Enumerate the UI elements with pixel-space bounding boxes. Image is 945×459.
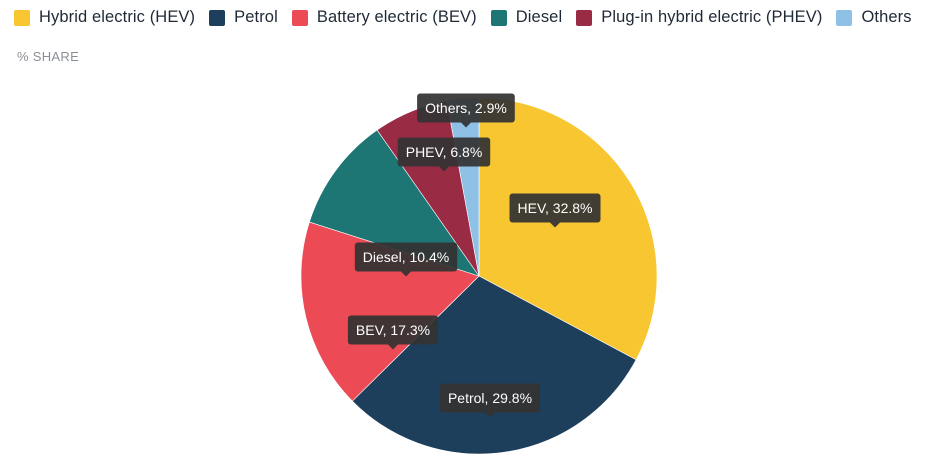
legend-swatch-phev bbox=[576, 9, 593, 26]
data-label-pointer bbox=[485, 412, 495, 418]
legend-label-bev: Battery electric (BEV) bbox=[316, 8, 477, 26]
legend-swatch-others bbox=[836, 9, 853, 26]
pie-slices bbox=[300, 97, 658, 455]
data-label-pointer bbox=[550, 222, 560, 228]
pie-data-labels: HEV, 32.8% Petrol, 29.8% BEV, 17.3% Diesel,… bbox=[347, 93, 601, 418]
legend-item-phev[interactable]: Plug-in hybrid electric (PHEV) bbox=[576, 8, 822, 27]
legend-swatch-diesel bbox=[490, 9, 507, 26]
data-label-petrol: Petrol, 29.8% bbox=[440, 383, 541, 418]
data-label-diesel: Diesel, 10.4% bbox=[354, 242, 458, 277]
data-label-text: Diesel, 10.4% bbox=[363, 249, 449, 265]
data-label-pointer bbox=[461, 122, 471, 128]
data-label-box bbox=[354, 242, 458, 272]
legend-item-petrol[interactable]: Petrol bbox=[209, 8, 278, 27]
data-label-pointer bbox=[439, 166, 449, 172]
data-label-battery-electric: BEV, 17.3% bbox=[347, 315, 439, 350]
data-label-text: Others, 2.9% bbox=[425, 100, 507, 116]
legend-label-phev: Plug-in hybrid electric (PHEV) bbox=[601, 8, 823, 26]
data-label-pointer bbox=[388, 344, 398, 350]
legend-item-bev[interactable]: Battery electric (BEV) bbox=[291, 8, 477, 27]
chart-subtitle: % SHARE bbox=[17, 49, 80, 64]
data-label-text: PHEV, 6.8% bbox=[406, 144, 483, 160]
pie-slice-hybrid-electric[interactable] bbox=[478, 97, 658, 361]
data-label-box bbox=[509, 193, 601, 223]
data-label-others: Others, 2.9% bbox=[417, 93, 515, 128]
data-label-text: Petrol, 29.8% bbox=[448, 390, 532, 406]
pie-slice-diesel[interactable] bbox=[308, 129, 480, 277]
data-label-text: HEV, 32.8% bbox=[518, 200, 593, 216]
data-label-pointer bbox=[401, 271, 411, 277]
legend-swatch-petrol bbox=[209, 9, 226, 26]
data-label-text: BEV, 17.3% bbox=[356, 322, 430, 338]
legend-label-hev: Hybrid electric (HEV) bbox=[39, 8, 196, 26]
data-label-box bbox=[397, 137, 491, 167]
legend-label-diesel: Diesel bbox=[515, 8, 563, 26]
legend-label-petrol: Petrol bbox=[234, 8, 278, 26]
legend-swatch-bev bbox=[291, 9, 308, 26]
data-label-box bbox=[347, 315, 439, 345]
legend-item-others[interactable]: Others bbox=[836, 8, 911, 27]
pie-slice-petrol[interactable] bbox=[351, 275, 637, 455]
data-label-box bbox=[440, 383, 541, 413]
legend-swatch-hev bbox=[14, 9, 30, 26]
chart-legend: Hybrid electric (HEV) Petrol Battery ele… bbox=[14, 8, 912, 27]
data-label-plug-in-hybrid-electric: PHEV, 6.8% bbox=[397, 137, 491, 172]
legend-label-others: Others bbox=[861, 8, 912, 26]
legend-item-hev[interactable]: Hybrid electric (HEV) bbox=[14, 8, 195, 27]
data-label-box bbox=[417, 93, 515, 123]
legend-item-diesel[interactable]: Diesel bbox=[490, 8, 563, 27]
data-label-hybrid-electric: HEV, 32.8% bbox=[509, 193, 601, 228]
